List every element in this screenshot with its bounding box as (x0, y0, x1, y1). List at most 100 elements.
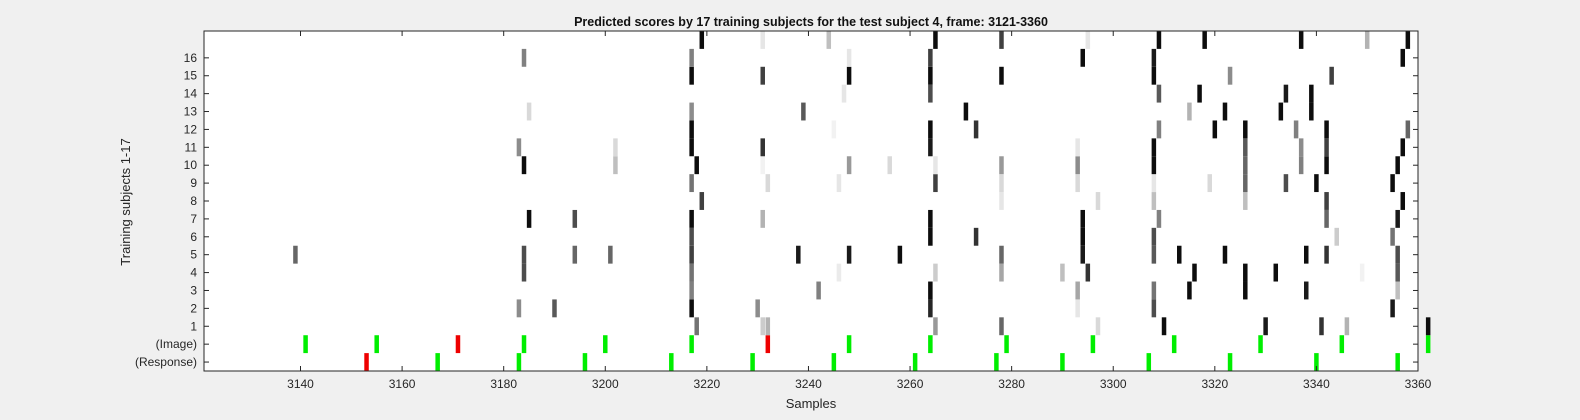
subject-score-cell (963, 102, 969, 121)
subject-score-cell (1075, 138, 1080, 157)
subject-score-cell (293, 245, 298, 264)
response-hit-cell (1146, 353, 1152, 371)
subject-score-cell (801, 102, 806, 121)
image-hit-cell (1339, 335, 1345, 354)
subject-score-cell (928, 281, 933, 300)
image-hit-cell (1258, 335, 1263, 354)
subject-score-cell (999, 31, 1004, 49)
y-tick-label: 1 (190, 319, 197, 333)
subject-score-cell (1243, 263, 1248, 282)
subject-score-cell (1095, 192, 1101, 210)
subject-score-cell (1324, 209, 1329, 228)
subject-score-cell (608, 245, 613, 264)
subject-score-cell (1243, 174, 1248, 193)
subject-score-cell (999, 66, 1004, 85)
subject-score-cell (1278, 102, 1284, 121)
response-hit-cell (669, 353, 674, 371)
subject-score-cell (841, 84, 847, 103)
subject-score-cell (689, 138, 694, 157)
image-hit-cell (1425, 335, 1431, 354)
subject-score-cell (928, 48, 933, 67)
response-hit-cell (831, 353, 837, 371)
subject-score-cell (1298, 138, 1304, 157)
subject-score-cell (765, 317, 771, 336)
image-hit-cell (928, 335, 933, 354)
subject-score-cell (928, 66, 933, 85)
y-tick-label: 15 (184, 69, 198, 83)
x-tick-label: 3160 (389, 377, 416, 391)
subject-score-cell (816, 281, 821, 300)
x-tick-label: 3280 (998, 377, 1025, 391)
subject-score-cell (1156, 120, 1162, 139)
subject-score-cell (846, 66, 852, 85)
subject-score-cell (1151, 48, 1157, 67)
subject-score-cell (999, 245, 1004, 264)
subject-score-cell (1192, 263, 1197, 282)
subject-score-cell (526, 102, 532, 121)
subject-score-cell (1161, 317, 1167, 336)
subject-score-cell (689, 227, 694, 246)
subject-score-cell (846, 48, 852, 67)
subject-score-cell (1075, 281, 1080, 300)
subject-score-cell (1263, 317, 1268, 336)
subject-score-cell (521, 263, 527, 282)
subject-score-cell (1095, 317, 1101, 336)
subject-score-cell (1151, 245, 1157, 264)
subject-score-cell (1395, 281, 1400, 300)
subject-score-cell (836, 263, 842, 282)
subject-score-cell (933, 174, 938, 193)
y-tick-label: (Image) (156, 337, 197, 351)
x-tick-label: 3260 (897, 377, 924, 391)
x-tick-label: 3300 (1100, 377, 1127, 391)
image-hit-cell (1004, 335, 1009, 354)
x-tick-label: 3240 (795, 377, 822, 391)
y-axis-label: Training subjects 1-17 (118, 138, 133, 265)
subject-score-cell (1151, 281, 1157, 300)
y-tick-label: 6 (190, 230, 197, 244)
subject-score-cell (1085, 263, 1091, 282)
y-tick-label: 12 (184, 122, 198, 136)
subject-score-cell (521, 48, 527, 67)
subject-score-cell (760, 317, 765, 336)
subject-score-cell (796, 245, 801, 264)
x-tick-label: 3220 (694, 377, 721, 391)
subject-score-cell (521, 156, 527, 175)
subject-score-cell (933, 156, 938, 175)
subject-score-cell (1243, 156, 1248, 175)
subject-score-cell (1151, 299, 1157, 318)
plot-area (204, 31, 1418, 371)
subject-score-cell (689, 48, 694, 67)
subject-score-cell (1400, 192, 1406, 210)
subject-score-cell (1151, 227, 1157, 246)
image-hit-cell (303, 335, 308, 354)
subject-score-cell (1243, 120, 1248, 139)
x-tick-label: 3140 (287, 377, 314, 391)
subject-score-cell (516, 299, 522, 318)
subject-score-cell (1298, 156, 1304, 175)
subject-score-cell (689, 281, 694, 300)
image-hit-cell (689, 335, 694, 354)
subject-score-cell (694, 317, 699, 336)
subject-score-cell (1395, 263, 1400, 282)
subject-score-cell (933, 31, 938, 49)
subject-score-cell (1334, 227, 1339, 246)
y-tick-label: 14 (184, 87, 198, 101)
subject-score-cell (526, 209, 532, 228)
subject-score-cell (1202, 31, 1207, 49)
subject-score-cell (689, 263, 694, 282)
subject-score-cell (699, 192, 705, 210)
x-tick-label: 3320 (1201, 377, 1228, 391)
subject-score-cell (897, 245, 903, 264)
subject-score-cell (928, 84, 933, 103)
subject-score-cell (1364, 31, 1370, 49)
y-tick-label: 7 (190, 212, 197, 226)
subject-score-cell (1324, 192, 1329, 210)
subject-score-cell (1314, 174, 1319, 193)
image-hit-cell (603, 335, 608, 354)
subject-score-cell (1309, 102, 1314, 121)
subject-score-cell (1405, 120, 1411, 139)
x-tick-label: 3360 (1405, 377, 1432, 391)
image-miss-cell (455, 335, 461, 354)
subject-score-cell (1324, 138, 1329, 157)
